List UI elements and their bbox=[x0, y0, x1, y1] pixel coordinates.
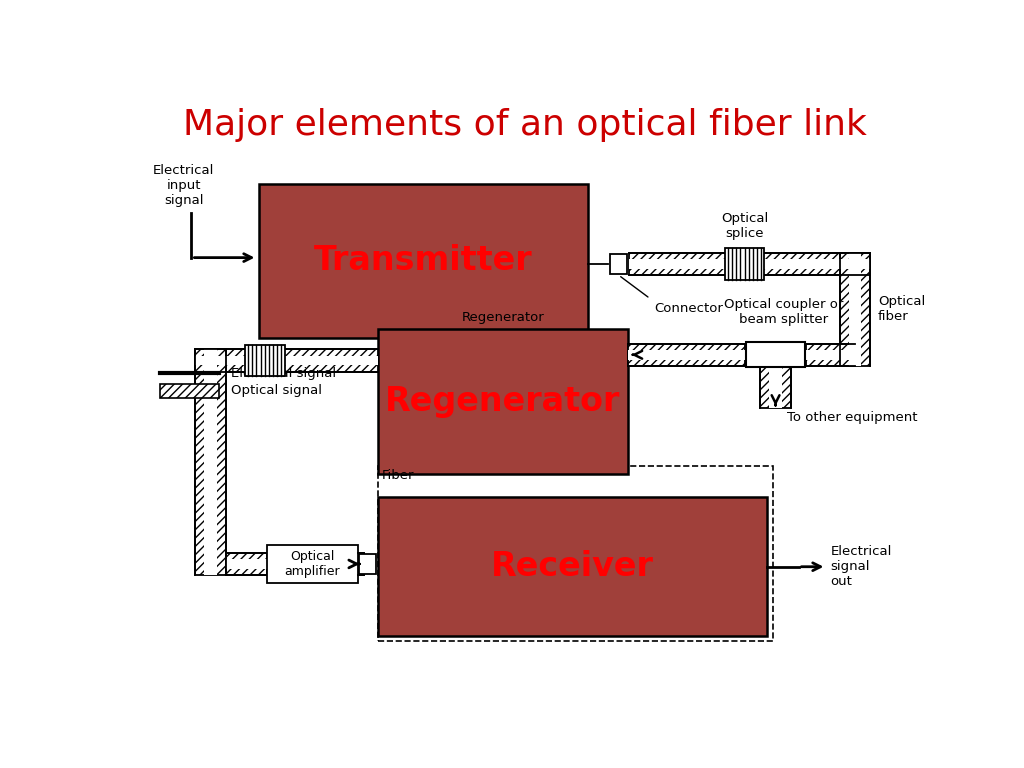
Bar bbox=[359, 554, 377, 574]
Bar bbox=[204, 349, 217, 575]
Text: Electrical signal: Electrical signal bbox=[231, 366, 336, 379]
Bar bbox=[259, 184, 588, 338]
Bar bbox=[196, 349, 225, 575]
Text: Optical
amplifier: Optical amplifier bbox=[285, 550, 340, 578]
Text: Receiver: Receiver bbox=[490, 550, 654, 583]
Bar bbox=[225, 553, 267, 575]
Text: Regenerator: Regenerator bbox=[385, 385, 621, 418]
Bar bbox=[761, 367, 791, 408]
Text: Transmitter: Transmitter bbox=[314, 244, 532, 277]
Bar bbox=[378, 497, 767, 636]
Bar bbox=[849, 253, 861, 366]
Bar bbox=[609, 253, 627, 274]
Bar bbox=[806, 343, 855, 366]
Bar bbox=[225, 559, 267, 568]
Bar bbox=[629, 259, 870, 269]
Text: Optical signal: Optical signal bbox=[231, 384, 323, 397]
Bar bbox=[628, 350, 745, 359]
Text: Major elements of an optical fiber link: Major elements of an optical fiber link bbox=[183, 108, 866, 141]
Text: Electrical
signal
out: Electrical signal out bbox=[830, 545, 892, 588]
Bar bbox=[196, 356, 378, 366]
Text: Optical coupler or
beam splitter: Optical coupler or beam splitter bbox=[724, 298, 843, 326]
Text: Connector: Connector bbox=[654, 302, 723, 315]
Bar bbox=[806, 350, 855, 359]
Text: Optical
splice: Optical splice bbox=[721, 211, 768, 240]
Bar bbox=[769, 367, 782, 408]
Bar bbox=[267, 545, 358, 583]
Bar bbox=[378, 466, 773, 641]
Bar bbox=[840, 253, 870, 366]
Bar bbox=[745, 343, 805, 367]
Text: Regenerator: Regenerator bbox=[462, 311, 545, 324]
Text: Electrical
input
signal: Electrical input signal bbox=[153, 164, 214, 207]
Bar bbox=[245, 345, 285, 376]
Text: To other equipment: To other equipment bbox=[787, 411, 918, 424]
Bar bbox=[160, 384, 219, 398]
Bar bbox=[358, 553, 364, 575]
Bar bbox=[628, 343, 745, 366]
Text: Fiber: Fiber bbox=[382, 469, 415, 482]
Text: Optical
fiber: Optical fiber bbox=[878, 295, 926, 323]
Bar bbox=[629, 253, 870, 275]
Bar bbox=[378, 329, 628, 474]
Bar bbox=[358, 559, 364, 568]
Bar bbox=[725, 248, 764, 280]
Bar bbox=[196, 349, 378, 372]
